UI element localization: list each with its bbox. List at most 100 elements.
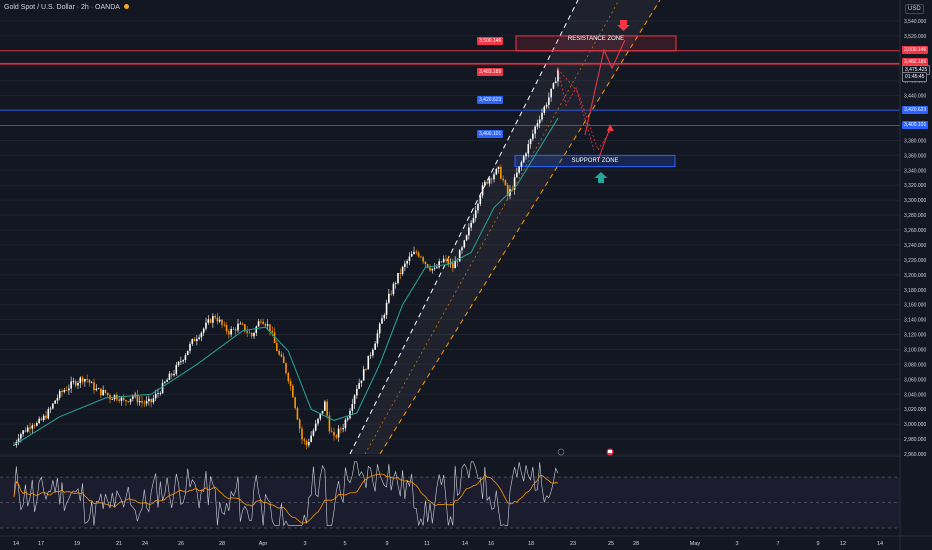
candle-body: [138, 401, 141, 403]
price-tick-label: 2,960.000: [904, 452, 926, 458]
candle-body: [479, 195, 482, 204]
candle-body: [447, 259, 450, 264]
candle-body: [79, 377, 82, 383]
price-tick-label: 3,300.000: [904, 198, 926, 204]
price-tick-label: 3,040.000: [904, 392, 926, 398]
candle-body: [429, 267, 431, 271]
candle-body: [529, 139, 532, 145]
candle-body: [362, 369, 365, 381]
flag-icon-glyph: [608, 450, 612, 453]
candle-body: [296, 408, 299, 420]
candle-body: [356, 388, 358, 396]
candle-body: [186, 350, 189, 356]
candle-body: [433, 267, 436, 269]
price-tick-label: 3,440.000: [904, 94, 926, 100]
candle-body: [202, 328, 205, 333]
candle-body: [271, 331, 274, 333]
candle-body: [196, 338, 198, 342]
candle-body: [346, 418, 349, 420]
candle-body: [442, 258, 445, 263]
candle-body: [454, 261, 456, 269]
projection-arrowhead: [607, 124, 614, 131]
candle-body: [397, 272, 399, 284]
candle-body: [232, 329, 235, 330]
price-axis-bg: [900, 0, 932, 550]
time-axis[interactable]: 14 17 19 21 24 26 28 Apr 3 5 9 11 14 16 18 23 25 28 May 3 7 9…: [0, 535, 932, 547]
candle-body: [248, 332, 251, 334]
candle-body: [90, 382, 93, 384]
candle-body: [369, 355, 372, 357]
candle-body: [401, 266, 404, 274]
candle-body: [257, 321, 260, 327]
candle-body: [129, 398, 132, 402]
alert-marker-icon: [557, 448, 565, 456]
rsi-panel: 40.0060.0080.00: [0, 455, 932, 529]
price-tick-label: 3,240.000: [904, 243, 926, 249]
candle-body: [63, 390, 66, 393]
candle-body: [518, 166, 520, 173]
projection-path-bounce: [597, 127, 611, 161]
candle-body: [61, 390, 63, 393]
chart-icons: [557, 20, 630, 456]
candle-body: [415, 251, 418, 253]
candle-body: [42, 415, 45, 421]
candle-body: [152, 398, 155, 403]
projection-paths[interactable]: [557, 39, 626, 161]
candle-body: [525, 153, 527, 157]
candle-body: [408, 256, 411, 261]
candle-body: [298, 419, 301, 429]
price-tick-label: 3,060.000: [904, 377, 926, 383]
resistance-zone-label: RESISTANCE ZONE: [567, 36, 625, 42]
candle-body: [488, 178, 491, 184]
candle-body: [404, 263, 406, 267]
candle-body: [543, 106, 546, 113]
candle-body: [301, 428, 303, 440]
candle-body: [440, 261, 443, 263]
candle-body: [125, 400, 127, 402]
candle-body: [399, 272, 402, 274]
candle-body: [77, 382, 79, 386]
candle-body: [193, 339, 196, 342]
candle-body: [527, 144, 530, 154]
candle-body: [438, 261, 440, 268]
candle-body: [285, 363, 287, 374]
candle-body: [516, 172, 518, 178]
time-tick-label: 18: [528, 541, 534, 547]
candle-body: [29, 427, 31, 429]
axis-tag-3400: 3,400.101: [902, 121, 929, 129]
rsi-line: [13, 461, 559, 527]
trend-channel[interactable]: [349, 0, 661, 455]
candle-body: [422, 257, 424, 262]
candle-body: [136, 394, 139, 403]
symbol-title[interactable]: Gold Spot / U.S. Dollar · 2h · OANDA: [4, 4, 129, 11]
candle-body: [360, 380, 363, 384]
candle-body: [127, 401, 130, 403]
tag-3400: 3,400.101: [477, 130, 504, 138]
price-axis[interactable]: 2,960.000 2,980.000 3,000.000 3,020.000 3,04…: [899, 0, 932, 550]
chart-grid: [0, 20, 900, 455]
candle-body: [374, 343, 376, 350]
candle-body: [420, 256, 422, 258]
horizontal-levels[interactable]: [0, 50, 900, 126]
candle-body: [266, 324, 269, 326]
axis-tag-3420: 3,420.623: [902, 106, 929, 114]
candle-body: [463, 240, 466, 248]
time-tick-label: Apr: [259, 541, 268, 547]
currency-label[interactable]: USD: [905, 4, 924, 14]
candle-body: [426, 264, 429, 268]
candle-body: [545, 104, 548, 107]
candle-body: [376, 333, 379, 344]
candle-body: [209, 319, 212, 323]
candle-body: [326, 401, 328, 416]
candle-body: [557, 69, 559, 82]
price-tick-label: 3,220.000: [904, 258, 926, 264]
candle-body: [143, 402, 146, 404]
candle-body: [84, 379, 86, 382]
candle-body: [520, 162, 523, 167]
support-zone: [514, 154, 676, 168]
candle-body: [239, 323, 242, 325]
price-tick-label: 3,380.000: [904, 138, 926, 144]
candle-body: [474, 210, 477, 219]
candle-body: [221, 319, 223, 325]
